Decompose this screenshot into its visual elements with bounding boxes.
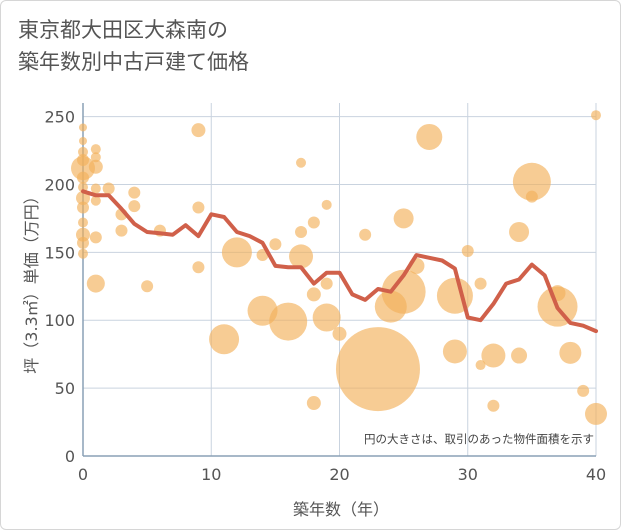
- bubble-point: [192, 201, 205, 214]
- trend-line-series: [81, 189, 598, 334]
- bubble-point: [511, 347, 528, 364]
- bubble-point: [115, 224, 128, 237]
- x-tick-label: 40: [586, 465, 606, 484]
- bubble-point: [416, 123, 443, 150]
- y-tick-label: 150: [44, 243, 75, 262]
- bubble-point: [102, 182, 115, 195]
- y-tick-label: 0: [65, 447, 75, 466]
- bubble-point: [436, 277, 473, 314]
- x-tick-label: 0: [78, 465, 88, 484]
- bubble-point: [335, 327, 420, 412]
- bubble-point: [128, 200, 141, 213]
- bubble-point: [559, 341, 582, 364]
- bubble-point: [78, 182, 88, 193]
- bubble-point: [307, 216, 320, 229]
- bubble-point: [332, 326, 347, 341]
- bubble-point: [306, 287, 321, 302]
- y-tick-label: 250: [44, 108, 75, 127]
- bubble-point: [71, 156, 95, 181]
- bubble-point: [79, 123, 87, 132]
- bubble-point: [79, 137, 87, 146]
- bubble-point: [320, 277, 333, 290]
- bubble-point: [90, 144, 101, 155]
- bubble-point: [577, 384, 590, 397]
- bubble-point: [78, 248, 88, 259]
- bubble-point: [461, 244, 474, 257]
- bubble-point: [509, 221, 530, 242]
- bubble-point: [481, 343, 506, 368]
- bubble-point: [321, 199, 332, 210]
- bubble-point: [525, 190, 538, 203]
- bubble-series: [71, 110, 607, 425]
- bubble-point: [585, 402, 607, 425]
- bubble-point: [78, 217, 88, 228]
- bubble-point: [269, 238, 282, 251]
- bubble-point: [312, 303, 341, 332]
- bubble-point: [77, 201, 89, 214]
- bubble-point: [381, 269, 426, 314]
- x-tick-label: 30: [458, 465, 478, 484]
- x-axis-label: 築年数（年）: [293, 500, 389, 519]
- bubble-point: [487, 399, 500, 412]
- bubble-point: [591, 110, 601, 121]
- tick-labels: 0 50 100 150 200 250 0 10 20 30 40: [44, 108, 606, 484]
- bubble-point: [78, 146, 88, 157]
- bubble-point: [442, 339, 467, 364]
- chart-title: 東京都大田区大森南の 築年数別中古戸建て価格: [18, 18, 249, 74]
- bubble-point: [295, 225, 308, 238]
- bubble-point: [90, 152, 101, 163]
- bubble-point: [475, 360, 486, 371]
- bubble-point: [306, 396, 321, 411]
- bubble-point: [209, 324, 240, 355]
- x-tick-label: 20: [329, 465, 349, 484]
- bubble-point: [90, 195, 101, 206]
- y-tick-label: 50: [55, 379, 75, 398]
- y-tick-label: 100: [44, 311, 75, 330]
- y-axis-label: 坪（3.3㎡）単価（万円）: [22, 188, 41, 373]
- bubble-point: [88, 159, 103, 174]
- bubble-point: [221, 237, 252, 268]
- bubble-point: [77, 171, 89, 184]
- bubble-point: [296, 157, 307, 168]
- bubble-point: [512, 162, 551, 201]
- y-tick-label: 200: [44, 175, 75, 194]
- bubble-point: [86, 274, 105, 293]
- bubble-point: [141, 280, 154, 293]
- bubble-point: [90, 183, 101, 194]
- bubble-point: [128, 186, 141, 199]
- bubble-point: [77, 236, 89, 249]
- bubble-point: [474, 277, 487, 290]
- bubble-point: [393, 208, 414, 229]
- bubble-point: [192, 261, 205, 274]
- bubble-point: [76, 191, 90, 206]
- size-note: 円の大きさは、取引のあった物件面積を示す: [364, 432, 594, 446]
- x-tick-label: 10: [201, 465, 221, 484]
- bubble-point: [289, 244, 314, 269]
- bubble-point: [269, 302, 308, 341]
- bubble-point: [89, 231, 102, 244]
- bubble-point: [359, 228, 372, 241]
- bubble-point: [191, 123, 206, 138]
- trend-line: [81, 189, 598, 334]
